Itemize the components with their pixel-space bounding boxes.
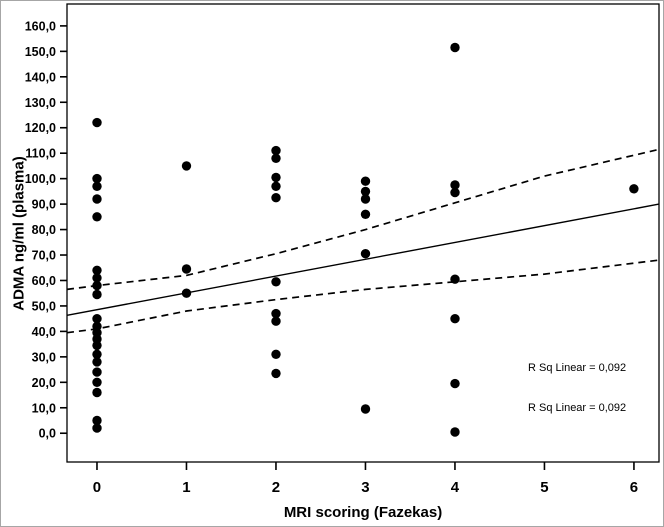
data-point — [271, 308, 281, 319]
data-point — [360, 194, 371, 204]
y-tick-label: 50,0 — [32, 299, 56, 313]
data-point — [360, 249, 371, 259]
y-tick-label: 90,0 — [32, 198, 56, 212]
data-point — [271, 172, 281, 183]
data-point — [92, 280, 102, 291]
data-point — [92, 387, 102, 398]
data-point — [92, 265, 102, 275]
ci-lower-line — [66, 259, 660, 334]
x-tick-label: 3 — [361, 479, 369, 496]
data-point — [92, 377, 102, 387]
data-point — [271, 277, 281, 287]
y-tick-label: 80,0 — [32, 223, 56, 237]
y-tick-label: 60,0 — [32, 274, 56, 288]
data-point — [360, 186, 371, 197]
data-point — [92, 212, 102, 222]
y-tick-label: 0,0 — [39, 427, 56, 441]
data-point — [450, 378, 460, 389]
y-tick-label: 120,0 — [25, 121, 56, 135]
regression-line — [66, 203, 660, 317]
y-tick-label: 70,0 — [32, 249, 56, 263]
x-tick-label: 1 — [182, 479, 190, 496]
data-point — [271, 349, 281, 359]
r-squared-annotation-top: R Sq Linear = 0,092 — [528, 362, 627, 374]
data-point — [92, 194, 102, 204]
y-tick-label: 110,0 — [25, 147, 56, 161]
data-point — [360, 209, 371, 219]
data-point — [92, 117, 102, 128]
y-tick-label: 150,0 — [25, 45, 56, 59]
data-point — [450, 314, 460, 324]
data-point — [360, 404, 371, 414]
data-point — [271, 153, 281, 163]
y-tick-label: 100,0 — [25, 172, 56, 186]
x-tick-label: 6 — [630, 479, 638, 496]
y-axis-title: ADMA ng/ml (plasma) — [10, 156, 28, 311]
data-point — [271, 145, 281, 156]
data-point — [450, 274, 460, 284]
x-tick-label: 2 — [272, 479, 280, 496]
data-point — [450, 427, 460, 437]
x-axis-ticks: 0 1 2 3 4 5 6 — [93, 462, 638, 496]
data-point — [92, 415, 102, 426]
y-tick-label: 130,0 — [25, 96, 56, 110]
data-point — [450, 180, 460, 190]
data-points — [92, 42, 639, 437]
data-point — [92, 289, 102, 300]
x-axis-title: MRI scoring (Fazekas) — [283, 504, 443, 521]
data-point — [92, 423, 102, 433]
data-point — [92, 340, 102, 351]
data-point — [360, 176, 371, 186]
data-point — [92, 314, 102, 324]
data-point — [92, 273, 102, 283]
y-tick-label: 160,0 — [25, 19, 56, 33]
data-point — [450, 42, 460, 53]
data-point — [181, 161, 192, 171]
data-point — [181, 288, 192, 298]
y-tick-label: 140,0 — [25, 70, 56, 84]
data-point — [271, 316, 281, 326]
data-point — [181, 264, 192, 274]
data-point — [92, 349, 102, 359]
data-point — [629, 184, 639, 194]
data-point — [271, 193, 281, 203]
data-point — [92, 181, 102, 191]
x-tick-label: 4 — [451, 479, 460, 496]
y-tick-label: 10,0 — [32, 401, 56, 415]
x-tick-label: 5 — [540, 479, 548, 496]
y-tick-label: 30,0 — [32, 350, 56, 364]
data-point — [450, 187, 460, 198]
data-point — [92, 367, 102, 377]
data-point — [271, 181, 281, 191]
x-tick-label: 0 — [93, 479, 101, 496]
data-point — [92, 173, 102, 184]
ci-upper-line — [66, 148, 660, 291]
r-squared-annotation-bottom: R Sq Linear = 0,092 — [528, 402, 627, 414]
y-tick-label: 40,0 — [32, 325, 56, 339]
data-point — [92, 357, 102, 367]
plot-border — [66, 3, 660, 463]
data-point — [271, 368, 281, 379]
y-tick-label: 20,0 — [32, 376, 56, 390]
y-axis-ticks: 0,0 10,0 20,0 30,0 40,0 50,0 60,0 70,0 80,0 90,0 1… — [25, 19, 67, 441]
